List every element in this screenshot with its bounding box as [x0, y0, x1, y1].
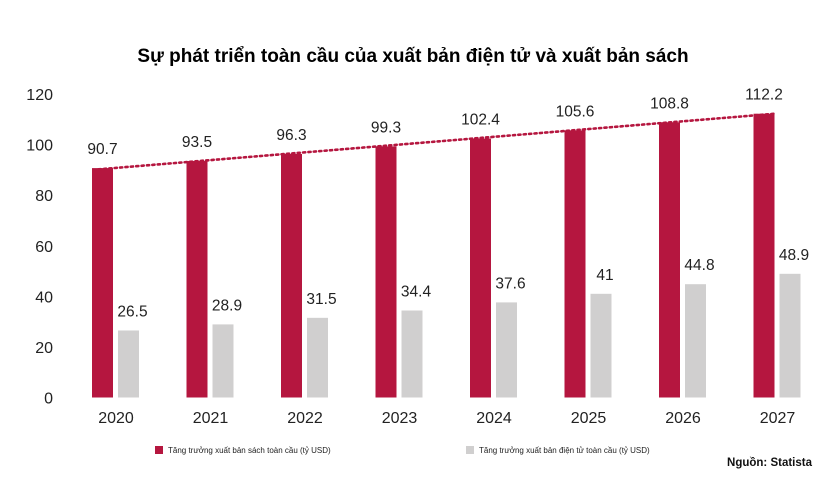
- x-tick-label: 2020: [98, 410, 134, 427]
- trendline: [97, 112, 778, 171]
- bars-layer: [92, 113, 801, 398]
- legend-swatch-ebook: [466, 446, 474, 454]
- data-label: 112.2: [745, 87, 783, 104]
- bar-ebook-2026: [685, 284, 706, 398]
- data-label: 90.7: [87, 141, 117, 158]
- data-label: 34.4: [401, 283, 432, 300]
- data-label: 28.9: [212, 297, 242, 314]
- chart-title: Sự phát triển toàn cầu của xuất bản điện…: [137, 46, 688, 67]
- bar-book-2026: [659, 122, 680, 398]
- data-label: 31.5: [306, 291, 336, 308]
- legend: Tăng trưởng xuất bản sách toàn cầu (tỷ U…: [155, 446, 650, 455]
- bar-ebook-2020: [118, 330, 139, 398]
- data-label: 44.8: [684, 257, 714, 274]
- data-label: 48.9: [779, 247, 809, 264]
- bar-book-2024: [470, 138, 491, 398]
- data-label: 108.8: [650, 95, 689, 112]
- data-label: 93.5: [182, 134, 212, 151]
- x-tick-label: 2027: [760, 410, 796, 427]
- bar-book-2022: [281, 153, 302, 398]
- bar-book-2023: [375, 146, 397, 398]
- bar-ebook-2022: [307, 317, 328, 398]
- y-tick-label: 40: [35, 289, 53, 306]
- y-tick-label: 100: [26, 138, 53, 155]
- legend-swatch-book: [155, 446, 163, 454]
- bar-ebook-2027: [779, 273, 801, 398]
- bar-ebook-2021: [212, 324, 234, 398]
- data-label: 96.3: [276, 127, 306, 144]
- bar-book-2027: [753, 113, 775, 398]
- x-tick-label: 2022: [287, 410, 323, 427]
- y-tick-label: 0: [44, 391, 53, 408]
- y-tick-label: 120: [26, 87, 53, 104]
- source-note: Nguồn: Statista: [727, 457, 813, 469]
- bar-book-2020: [92, 168, 113, 398]
- bar-ebook-2024: [496, 302, 517, 398]
- x-tick-label: 2024: [476, 410, 512, 427]
- data-labels-layer: 90.7 93.5 96.3 99.3 102.4 105.6 108.8 112.2 26.5…: [87, 87, 809, 321]
- bar-ebook-2025: [590, 293, 612, 398]
- data-label: 105.6: [556, 103, 595, 120]
- x-tick-label: 2026: [665, 410, 701, 427]
- x-tick-label: 2021: [193, 410, 229, 427]
- bar-book-2025: [564, 130, 586, 398]
- trendline-layer: [97, 112, 778, 171]
- bar-ebook-2023: [401, 310, 423, 398]
- legend-label-ebook: Tăng trưởng xuất bản điện tử toàn cầu (t…: [479, 446, 650, 455]
- data-label: 99.3: [371, 119, 401, 136]
- data-label: 102.4: [461, 112, 500, 129]
- ticks-layer: 0 20 40 60 80 100 120 2020 2021 2022 2023 2024 2025 2…: [26, 87, 795, 427]
- data-label: 37.6: [495, 275, 525, 292]
- data-label: 41: [596, 267, 613, 284]
- y-tick-label: 20: [35, 340, 53, 357]
- y-tick-label: 80: [35, 188, 53, 205]
- bar-book-2021: [186, 161, 208, 398]
- legend-label-book: Tăng trưởng xuất bản sách toàn cầu (tỷ U…: [168, 446, 331, 455]
- x-tick-label: 2023: [382, 410, 418, 427]
- data-label: 26.5: [117, 303, 147, 320]
- y-tick-label: 60: [35, 239, 53, 256]
- x-tick-label: 2025: [571, 410, 607, 427]
